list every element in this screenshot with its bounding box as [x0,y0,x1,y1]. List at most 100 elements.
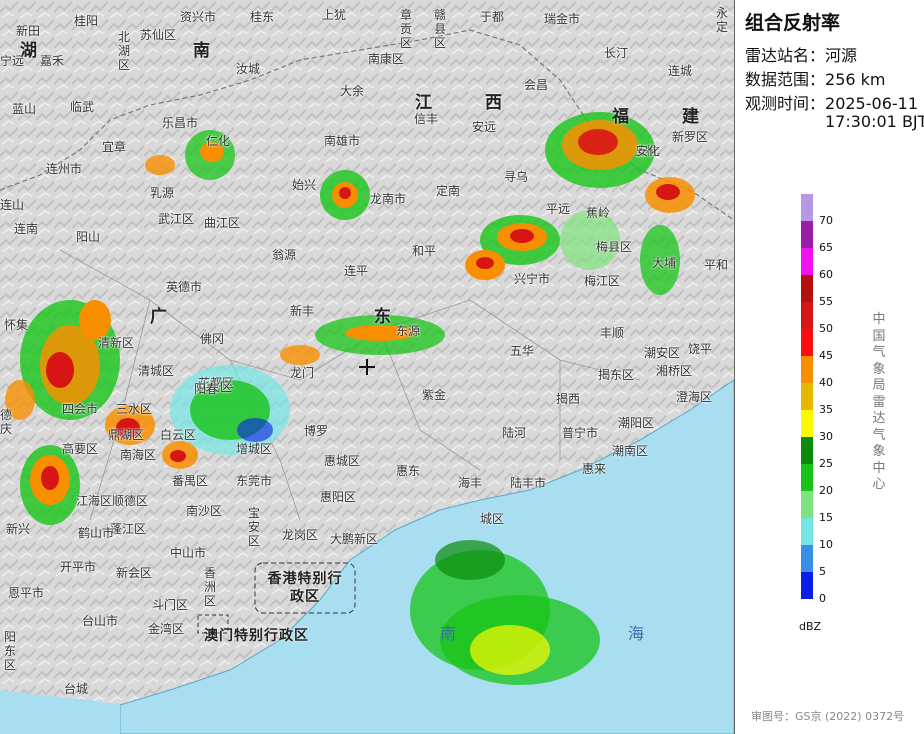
province-label: 江 [415,93,432,113]
city-label: 江海区 [76,494,113,508]
city-label: 临武 [70,100,95,114]
legend-label: 45 [819,349,833,362]
radar-map[interactable]: 湖 南 江 西 福 建 广 东 南 海 香港特别行政区 澳门特别行政区 桂阳 资… [0,0,735,734]
legend-label: 70 [819,214,833,227]
legend-swatch [801,410,813,437]
city-label: 佛冈 [200,332,225,346]
city-label: 阳山 [76,230,101,244]
city-label: 惠城区 [324,454,361,468]
legend-swatch [801,491,813,518]
macau-label: 澳门特别行政区 [204,628,309,644]
color-legend [801,194,813,599]
info-panel: 组合反射率 雷达站名：河源 数据范围：256 km 观测时间：2025-06-1… [735,0,924,734]
legend-swatch [801,302,813,329]
city-label: 顺德区 [112,494,149,508]
city-label: 北湖区 [118,30,131,72]
legend-unit: dBZ [799,620,822,633]
city-label: 信丰 [414,112,439,126]
city-label: 鹤山市 [78,526,115,540]
station-label: 雷达站名： [745,46,826,65]
city-label: 潮阳区 [618,416,655,430]
city-label: 金湾区 [148,622,185,636]
city-label: 安远 [472,120,497,134]
time-row: 观测时间：2025-06-11 [745,90,918,114]
city-label: 桂东 [250,10,275,24]
station-row: 雷达站名：河源 [745,42,857,66]
macau-boundary [197,614,229,634]
city-label: 武江区 [158,212,195,226]
city-label: 南海区 [120,448,157,462]
city-label: 瑞金市 [544,12,581,26]
city-label: 乳源 [150,186,175,200]
station-value: 河源 [825,46,858,65]
city-label: 连平 [344,264,369,278]
city-label: 南雄市 [324,134,361,148]
map-canvas [0,0,734,734]
legend-label: 5 [819,565,826,578]
legend-swatch [801,194,813,221]
watermark-text: 中国气象局雷达气象中心 [872,312,886,492]
city-label: 博罗 [304,424,329,438]
radar-echoes [5,112,695,685]
city-label: 潮南区 [612,444,649,458]
sea-label: 海 [628,624,645,643]
city-label: 蓝山 [12,102,37,116]
city-label: 宝安区 [248,506,261,548]
city-label: 鼎湖区 [108,428,145,442]
city-label: 汝城 [236,62,261,76]
city-label: 大埔 [652,256,677,270]
crosshair-icon [359,359,375,375]
city-label: 宁远 [0,54,25,68]
legend-swatch [801,356,813,383]
city-label: 资兴市 [180,10,217,24]
city-label: 新丰 [290,304,315,318]
product-title: 组合反射率 [745,12,841,34]
city-label: 章贡区 [400,8,413,50]
city-label: 乐昌市 [162,116,199,130]
city-label: 宜章 [102,140,127,154]
city-label: 龙南市 [370,192,407,206]
city-label: 陆丰市 [510,476,547,490]
city-label: 南沙区 [186,504,223,518]
city-label: 新罗区 [672,130,709,144]
city-label: 梅县区 [596,240,633,254]
legend-swatch [801,518,813,545]
city-label: 安化 [636,144,661,158]
city-label: 连州市 [46,162,83,176]
city-label: 寻乌 [504,170,529,184]
city-label: 惠东 [396,464,421,478]
legend-label: 50 [819,322,833,335]
city-label: 揭西 [556,392,581,406]
city-label: 兴宁市 [514,272,551,286]
city-label: 东源 [396,324,421,338]
legend-label: 10 [819,538,833,551]
city-label: 饶平 [688,342,713,356]
legend-label: 40 [819,376,833,389]
city-label: 会昌 [524,78,549,92]
city-label: 怀集 [4,318,29,332]
province-label: 西 [485,93,502,113]
legend-swatch [801,464,813,491]
city-label: 丰顺 [600,326,625,340]
city-label: 新会区 [116,566,153,580]
legend-swatch [801,545,813,572]
city-label: 上犹 [322,8,347,22]
city-label: 于都 [480,10,505,24]
city-label: 永定 [716,6,729,34]
sea-label: 南 [440,624,457,643]
city-label: 澄海区 [676,390,713,404]
city-label: 阳东区 [4,630,17,672]
city-label: 平远 [546,202,571,216]
city-label: 嘉禾 [40,54,65,68]
legend-swatch [801,275,813,302]
hk-label: 香港特别行政区 [267,571,343,605]
city-label: 大鹏新区 [330,532,379,546]
city-label: 梅江区 [584,274,621,288]
province-label: 福 [612,107,629,127]
city-label: 揭东区 [598,368,635,382]
time-clock: 17:30:01 BJT [825,112,924,131]
legend-swatch [801,383,813,410]
legend-label: 30 [819,430,833,443]
city-label: 连城 [668,64,693,78]
